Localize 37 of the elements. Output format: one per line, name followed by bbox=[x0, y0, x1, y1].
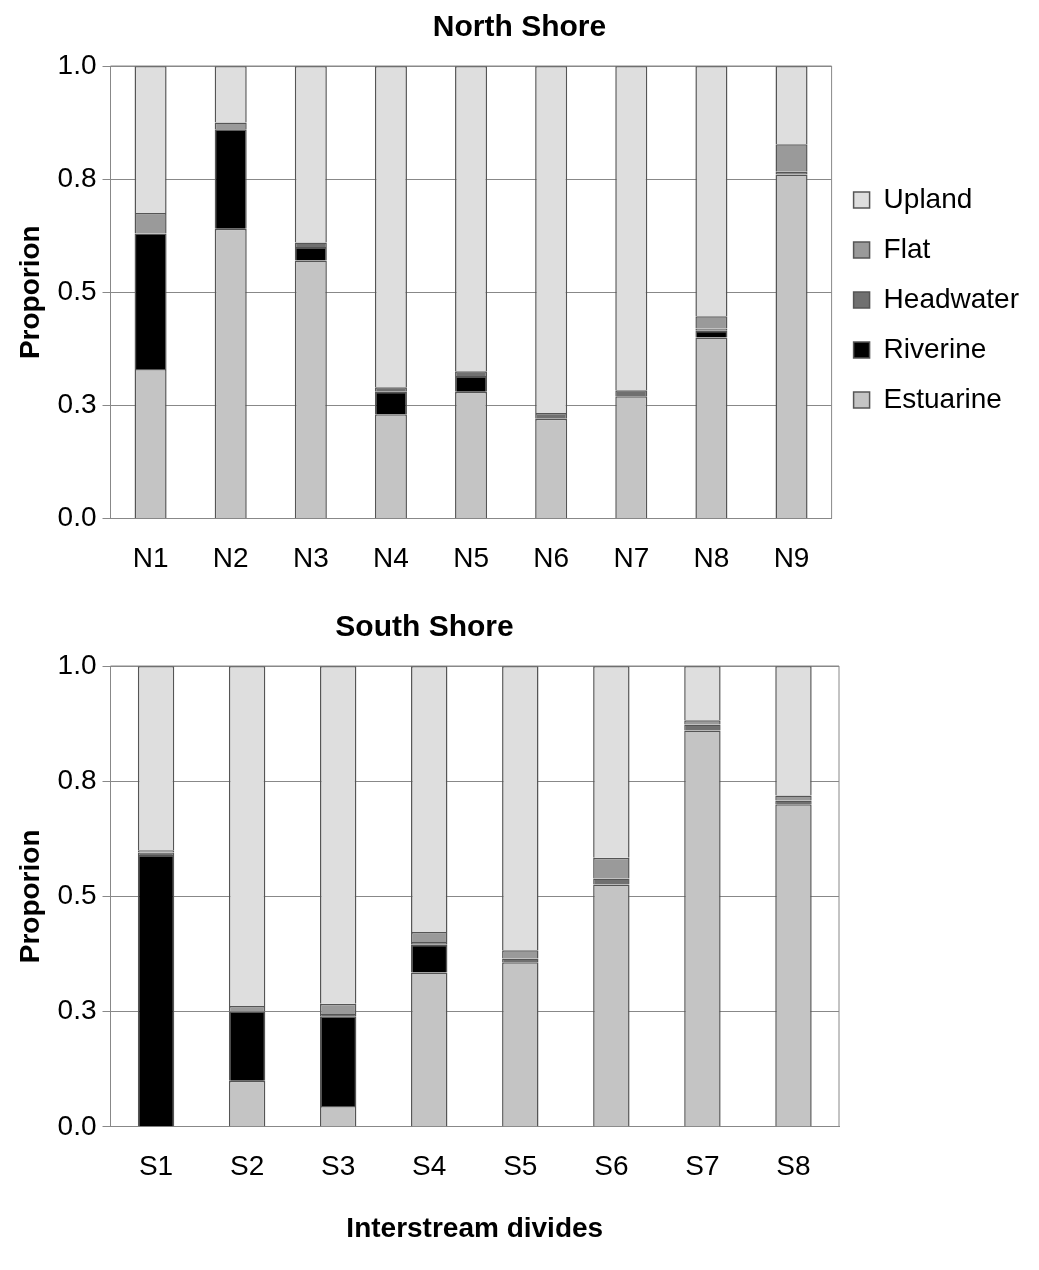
x-tick-label: S5 bbox=[503, 1150, 538, 1182]
legend-label: Riverine bbox=[883, 332, 987, 364]
y-tick-label: 0.3 bbox=[57, 388, 97, 420]
y-tick-label: 0.8 bbox=[57, 161, 97, 193]
x-tick-label: S8 bbox=[776, 1150, 811, 1182]
x-tick-label: S1 bbox=[138, 1150, 174, 1182]
legend-label: Estuarine bbox=[883, 382, 1002, 414]
x-tick-label: S6 bbox=[594, 1150, 629, 1182]
y-tick-label: 1.0 bbox=[57, 48, 97, 80]
x-tick-label: N5 bbox=[453, 541, 489, 573]
y-tick-label: 0.5 bbox=[57, 274, 97, 306]
x-tick-label: S2 bbox=[229, 1150, 265, 1182]
y-tick-label: 0.3 bbox=[57, 994, 97, 1026]
x-axis-title: Interstream divides bbox=[346, 1211, 604, 1243]
x-tick-label: N6 bbox=[533, 541, 570, 573]
x-tick-label: S4 bbox=[412, 1150, 447, 1182]
x-tick-label: S7 bbox=[685, 1150, 720, 1182]
x-tick-label: N9 bbox=[773, 541, 810, 573]
y-tick-label: 0.8 bbox=[57, 763, 97, 795]
x-tick-label: N8 bbox=[693, 541, 730, 573]
x-tick-label: N4 bbox=[373, 541, 409, 573]
legend-label: Headwater bbox=[883, 282, 1019, 314]
legend-label: Upland bbox=[883, 182, 973, 214]
y-tick-label: 0.5 bbox=[57, 879, 97, 911]
y-tick-label: 0.0 bbox=[57, 1109, 97, 1141]
x-tick-label: N2 bbox=[212, 541, 249, 573]
chart-title: South Shore bbox=[335, 609, 514, 643]
y-tick-label: 0.0 bbox=[57, 501, 97, 533]
x-tick-label: N3 bbox=[292, 541, 329, 573]
chart-title: North Shore bbox=[432, 9, 607, 43]
y-axis-title: Proporion bbox=[13, 225, 45, 360]
y-axis-title: Proporion bbox=[13, 829, 45, 964]
x-tick-label: N1 bbox=[132, 541, 169, 573]
legend-label: Flat bbox=[883, 232, 931, 264]
x-tick-label: N7 bbox=[613, 541, 650, 573]
x-tick-label: S3 bbox=[321, 1150, 356, 1182]
y-tick-label: 1.0 bbox=[57, 648, 97, 680]
